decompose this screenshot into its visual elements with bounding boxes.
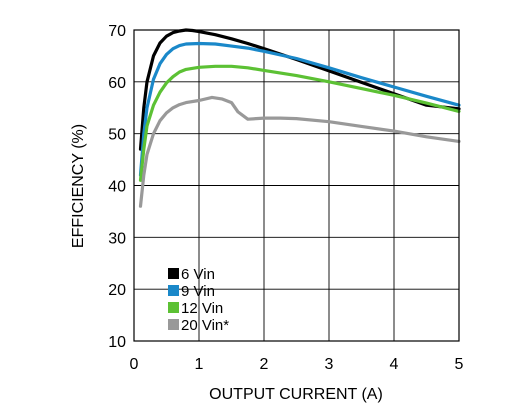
x-tick-label-2: 2 (260, 356, 269, 373)
legend-swatch-2 (168, 302, 179, 313)
y-tick-label-3: 40 (108, 179, 126, 196)
legend-label-0: 6 Vin (181, 266, 215, 283)
x-tick-label-0: 0 (130, 356, 139, 373)
y-tick-label-4: 50 (108, 127, 126, 144)
legend-label-1: 9 Vin (181, 283, 215, 300)
series-line-3 (138, 95, 461, 208)
x-tick-label-4: 4 (390, 356, 399, 373)
legend-label-2: 12 Vin (181, 300, 223, 317)
legend-swatch-1 (168, 285, 179, 296)
legend-label-3: 20 Vin* (181, 317, 229, 334)
y-tick-label-1: 20 (108, 282, 126, 299)
series-line-1 (138, 41, 461, 177)
plot-frame (133, 29, 460, 342)
y-tick-label-0: 10 (108, 334, 126, 351)
legend-swatch-3 (168, 319, 179, 330)
y-tick-label-6: 70 (108, 23, 126, 40)
x-tick-label-3: 3 (325, 356, 334, 373)
y-tick-label-2: 30 (108, 230, 126, 247)
x-axis-title: OUTPUT CURRENT (A) (209, 386, 383, 403)
x-tick-label-1: 1 (195, 356, 204, 373)
y-axis-title: EFFICIENCY (%) (70, 124, 87, 248)
series-layer (138, 28, 461, 208)
tick-labels: 0 1 2 3 4 5 10 20 30 40 50 60 70 (108, 23, 463, 373)
series-line-0 (138, 28, 461, 151)
series-line-2 (138, 64, 461, 182)
legend-swatch-0 (168, 268, 179, 279)
x-tick-label-5: 5 (455, 356, 464, 373)
y-tick-label-5: 60 (108, 75, 126, 92)
